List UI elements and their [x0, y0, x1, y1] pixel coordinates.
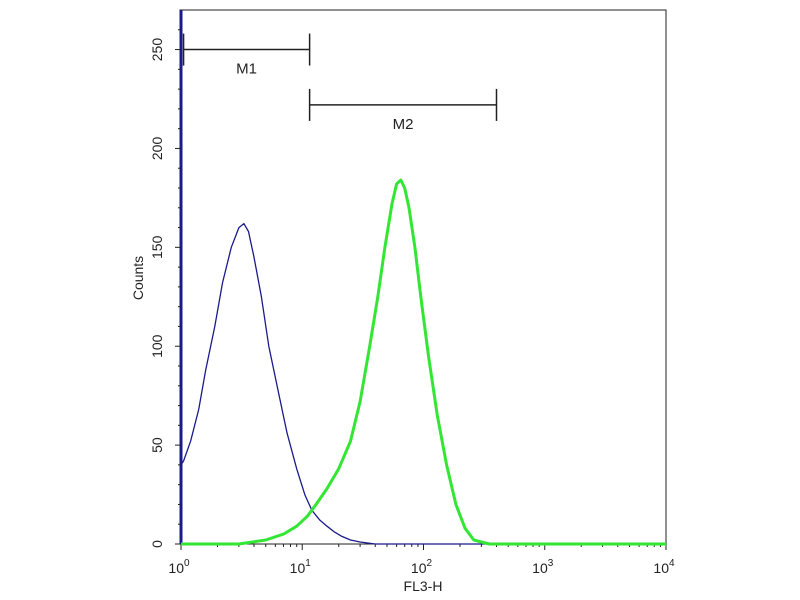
x-tick-label: 101: [290, 558, 312, 576]
y-axis-ticks: 0 50 100 150 200 250: [149, 29, 181, 548]
y-tick-label: 100: [149, 334, 165, 358]
gate-label: M2: [393, 116, 414, 133]
y-tick-label: 250: [149, 38, 165, 62]
histogram-series-sample: [181, 178, 666, 546]
x-tick-label: 103: [532, 558, 554, 576]
x-tick-label: 104: [653, 558, 675, 576]
histogram-series-control: [180, 222, 666, 545]
gate-label: M1: [236, 61, 257, 78]
y-tick-label: 150: [149, 235, 165, 259]
plot-frame: [179, 9, 667, 545]
gate-markers: M1 M2: [182, 33, 498, 133]
y-axis-title: Counts: [130, 256, 146, 300]
y-tick-label: 0: [149, 540, 165, 548]
x-axis-title: FL3-H: [404, 578, 443, 594]
x-tick-label: 102: [411, 558, 433, 576]
series-layer: [180, 178, 666, 546]
x-tick-label: 100: [168, 558, 190, 576]
x-axis-ticks: 100 101 102 103 104: [168, 544, 675, 576]
y-tick-label: 200: [149, 137, 165, 161]
y-tick-label: 50: [149, 437, 165, 453]
